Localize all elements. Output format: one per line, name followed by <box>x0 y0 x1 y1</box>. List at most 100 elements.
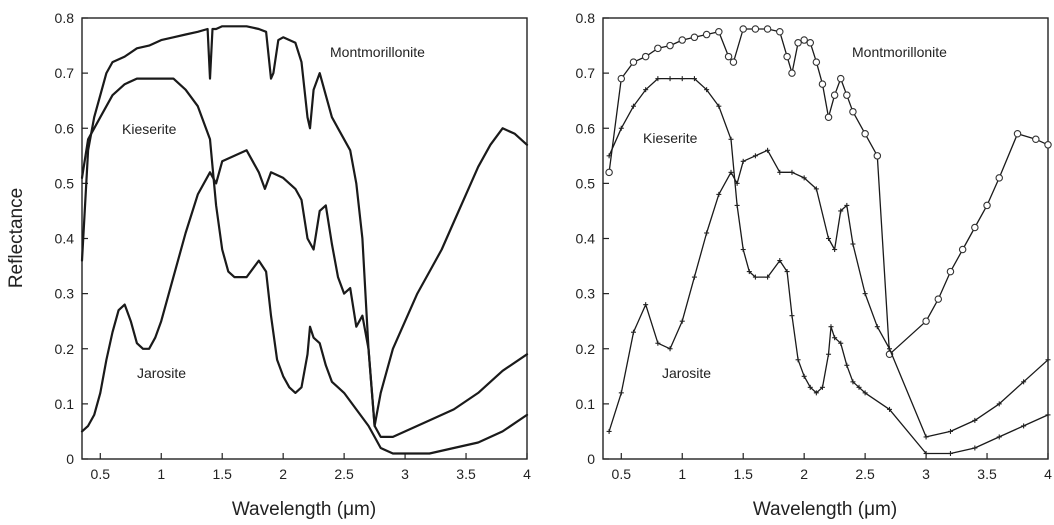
right-jarosite-point <box>789 169 795 175</box>
right-kieserite-point <box>716 103 722 109</box>
left-y-tick-label: 0.1 <box>55 396 75 412</box>
right-montmorillonite-point <box>806 39 815 47</box>
left-y-tick-label: 0.8 <box>55 10 75 26</box>
right-kieserite-point <box>667 76 673 82</box>
right-kieserite-point <box>1045 412 1051 418</box>
right-jarosite-point <box>1021 379 1027 385</box>
right-kieserite-point <box>795 357 801 363</box>
right-jarosite-point <box>691 274 697 280</box>
right-kieserite-point <box>923 450 929 456</box>
right-label-kieserite: Kieserite <box>643 130 698 146</box>
right-jarosite-point <box>618 390 624 396</box>
left-y-tick-label: 0.2 <box>55 341 75 357</box>
right-kieserite-point <box>728 136 734 142</box>
right-montmorillonite-point <box>934 295 943 303</box>
right-jarosite-point <box>716 191 722 197</box>
right-jarosite-point <box>655 340 661 346</box>
right-x-tick-label: 1 <box>678 466 686 482</box>
right-montmorillonite-point <box>617 74 626 83</box>
right-montmorillonite-point <box>818 80 827 88</box>
right-montmorillonite-point <box>751 25 760 33</box>
right-kieserite-point <box>1021 423 1027 429</box>
left-x-axis-title: Wavelength (μm) <box>232 499 376 520</box>
right-montmorillonite-point <box>971 223 979 232</box>
right-kieserite-point <box>801 373 807 379</box>
right-montmorillonite-point <box>849 107 857 116</box>
right-montmorillonite-point <box>724 52 733 61</box>
right-montmorillonite-point <box>958 245 967 254</box>
right-y-tick-label: 0.8 <box>576 10 596 26</box>
right-x-tick-label: 2 <box>800 466 808 482</box>
right-y-tick-label: 0 <box>587 451 595 467</box>
right-y-tick-label: 0.7 <box>576 65 596 81</box>
right-kieserite-point <box>746 269 752 275</box>
right-jarosite-point <box>679 318 685 324</box>
right-jarosite-point <box>844 202 850 208</box>
right-jarosite-point <box>765 147 771 153</box>
right-montmorillonite-point <box>678 36 686 44</box>
right-jarosite-point <box>801 175 807 181</box>
right-montmorillonite-point <box>995 174 1003 182</box>
right-montmorillonite-point <box>873 152 882 160</box>
right-kieserite-point <box>828 324 834 330</box>
left-y-tick-label: 0.6 <box>55 120 75 136</box>
right-kieserite-point <box>996 434 1002 440</box>
left-x-tick-label: 1.5 <box>212 466 232 482</box>
right-montmorillonite-point <box>763 25 772 33</box>
right-montmorillonite-point <box>666 41 674 50</box>
right-montmorillonite-point <box>690 33 699 42</box>
right-y-tick-label: 0.2 <box>576 341 596 357</box>
left-axis-ticks: 0.5 1 1.5 2 2.5 3 3.5 4 0 0.1 0.2 0.3 0.4 0.5 0.6 0.7 0.… <box>55 10 532 482</box>
right-jarosite-point <box>606 428 612 434</box>
right-kieserite-point <box>777 258 783 264</box>
right-montmorillonite-point <box>729 58 738 66</box>
right-montmorillonite-point <box>739 25 747 33</box>
right-kieserite-point <box>826 351 832 357</box>
left-x-tick-label: 2.5 <box>334 466 354 482</box>
right-x-tick-label: 3 <box>922 466 930 482</box>
right-y-tick-label: 0.4 <box>576 231 596 247</box>
right-jarosite-point <box>832 247 838 253</box>
left-jarosite-line <box>80 149 529 438</box>
right-y-tick-label: 0.1 <box>576 396 596 412</box>
right-y-tick-label: 0.5 <box>576 175 596 191</box>
right-kieserite-point <box>862 390 868 396</box>
left-x-tick-label: 0.5 <box>91 466 111 482</box>
right-jarosite-point <box>704 230 710 236</box>
right-jarosite-point <box>972 417 978 423</box>
right-kieserite-point <box>784 269 790 275</box>
right-jarosite-point <box>947 428 953 434</box>
right-kieserite-point <box>850 379 856 385</box>
left-x-tick-label: 4 <box>523 466 531 482</box>
right-jarosite-point <box>923 434 929 440</box>
right-x-axis-title: Wavelength (μm) <box>753 499 897 520</box>
right-kieserite-point <box>643 87 649 93</box>
right-montmorillonite-point <box>629 58 638 66</box>
right-montmorillonite-point <box>788 69 796 77</box>
right-montmorillonite-point <box>776 28 784 36</box>
left-kieserite-line <box>80 77 529 455</box>
right-montmorillonite-point <box>715 28 723 36</box>
right-jarosite-point <box>728 169 734 175</box>
right-label-montmorillonite: Montmorillonite <box>852 44 947 60</box>
right-kieserite-point <box>887 406 893 412</box>
right-kieserite-point <box>679 76 685 82</box>
right-jarosite-point <box>862 291 868 297</box>
right-kieserite-point <box>856 384 862 390</box>
right-kieserite-point <box>734 202 740 208</box>
right-kieserite-point <box>630 103 636 109</box>
right-kieserite-point <box>838 340 844 346</box>
right-kieserite-point <box>765 274 771 280</box>
right-y-tick-label: 0.3 <box>576 286 596 302</box>
right-kieserite-point <box>789 313 795 319</box>
right-x-tick-label: 2.5 <box>855 466 875 482</box>
left-y-tick-label: 0.4 <box>55 231 75 247</box>
right-kieserite-point <box>947 450 953 456</box>
right-kieserite-point <box>832 335 838 341</box>
right-montmorillonite-point <box>605 168 613 177</box>
right-jarosite-point <box>838 208 844 214</box>
right-jarosite-point <box>1045 357 1051 363</box>
left-label-kieserite: Kieserite <box>122 121 177 137</box>
right-jarosite-line <box>608 149 1049 438</box>
right-montmorillonite-line <box>608 28 1049 355</box>
